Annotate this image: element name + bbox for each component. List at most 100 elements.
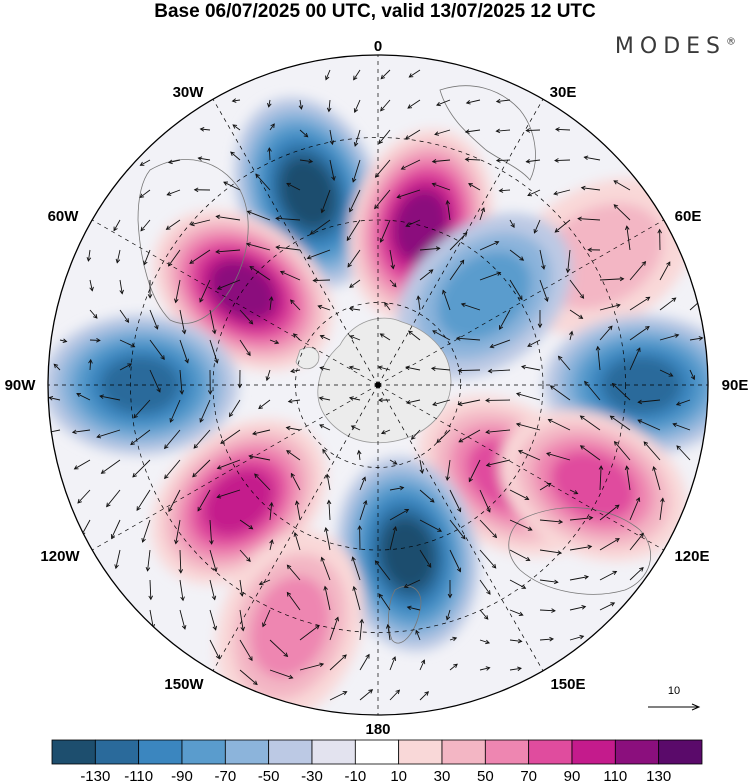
- wind-arrow: [479, 666, 491, 671]
- colorbar-swatch: [311, 739, 356, 765]
- wind-arrow: [312, 278, 331, 283]
- wind-arrow: [509, 219, 515, 229]
- wind-arrow: [293, 532, 301, 551]
- wind-arrow: [539, 608, 556, 613]
- wind-arrow: [577, 216, 601, 222]
- wind-arrow: [432, 399, 451, 407]
- colorbar-swatch: [658, 739, 703, 765]
- lon-label-90w: 90W: [5, 377, 37, 394]
- wind-arrow: [209, 339, 219, 364]
- meridian-line: [377, 384, 664, 551]
- colorbar-tick-label: -50: [258, 768, 280, 783]
- wind-arrow: [320, 189, 331, 214]
- wind-arrow: [431, 159, 451, 164]
- colorbar-tick-label: 10: [390, 768, 407, 783]
- wind-arrow: [379, 333, 391, 341]
- wind-arrow: [525, 159, 541, 164]
- wind-arrow: [193, 187, 211, 193]
- wind-arrow: [419, 489, 435, 503]
- wind-arrow: [258, 579, 271, 586]
- wind-arrow: [199, 127, 211, 132]
- wind-arrow: [389, 249, 396, 270]
- wind-arrow: [554, 158, 571, 163]
- wind-arrow: [119, 339, 136, 348]
- wind-arrow: [579, 415, 601, 431]
- anomaly-contour: [393, 190, 448, 261]
- wind-arrow: [147, 279, 153, 299]
- vector-scale: 10: [648, 685, 701, 711]
- wind-arrow: [167, 159, 181, 165]
- wind-arrow: [380, 99, 391, 112]
- wind-arrow: [539, 549, 563, 555]
- wind-arrow: [174, 519, 181, 545]
- anomaly-contour: [437, 251, 532, 341]
- wind-arrow: [449, 232, 468, 251]
- wind-arrow: [436, 429, 451, 444]
- wind-arrow: [539, 636, 555, 642]
- wind-arrow: [569, 279, 585, 299]
- lon-label-30w: 30W: [173, 84, 205, 101]
- wind-arrow: [351, 159, 361, 183]
- wind-arrow: [286, 564, 301, 581]
- wind-arrow: [220, 429, 241, 444]
- wind-arrow: [637, 419, 661, 431]
- wind-arrow: [629, 497, 641, 521]
- wind-arrow: [599, 602, 616, 611]
- wind-arrow: [275, 216, 301, 221]
- wind-arrow: [346, 219, 361, 242]
- wind-arrow: [389, 279, 397, 288]
- wind-arrow: [457, 399, 481, 407]
- wind-arrow: [359, 653, 370, 671]
- wind-arrow: [509, 579, 527, 589]
- wind-arrow: [100, 459, 121, 474]
- wind-arrow: [611, 382, 631, 401]
- wind-arrow: [378, 129, 391, 145]
- wind-arrow: [378, 593, 391, 611]
- wind-arrow: [325, 69, 331, 81]
- wind-arrow: [209, 519, 214, 545]
- wind-arrow: [407, 99, 421, 109]
- wind-arrow: [89, 337, 101, 343]
- colorbar-tick-label: -30: [301, 768, 323, 783]
- wind-arrow: [599, 276, 625, 282]
- wind-arrow: [485, 398, 511, 403]
- colorbar-tick-label: -90: [171, 768, 193, 783]
- wind-arrow: [613, 440, 631, 461]
- colorbar-swatch: [268, 739, 313, 765]
- wind-arrow: [537, 309, 543, 329]
- wind-arrow: [347, 249, 361, 268]
- wind-arrow: [164, 429, 181, 450]
- wind-arrow: [252, 429, 271, 436]
- wind-arrow: [389, 509, 410, 521]
- wind-arrow: [479, 519, 498, 539]
- wind-arrow: [509, 489, 530, 501]
- wind-arrow: [389, 485, 405, 491]
- wind-arrow: [416, 295, 421, 311]
- colorbar-swatch: [94, 739, 140, 765]
- wind-arrow: [143, 249, 151, 266]
- graticule: [48, 55, 708, 715]
- wind-arrow: [672, 422, 691, 431]
- wind-arrow: [659, 297, 677, 311]
- wind-arrow: [549, 385, 571, 401]
- anomaly-contour: [100, 356, 180, 414]
- wind-arrow: [487, 368, 511, 374]
- wind-arrow: [359, 689, 374, 701]
- wind-arrow: [168, 249, 181, 267]
- colorbar-swatch: [614, 739, 660, 765]
- anomaly-contour: [250, 575, 330, 678]
- wind-arrow: [237, 369, 243, 389]
- wind-arrow: [403, 579, 421, 588]
- wind-arrow: [430, 366, 451, 371]
- wind-arrow: [657, 228, 662, 251]
- wind-arrow: [489, 339, 511, 349]
- wind-arrow: [223, 181, 241, 191]
- wind-arrow: [286, 182, 301, 191]
- wind-arrow: [485, 429, 511, 435]
- wind-arrow: [209, 639, 220, 660]
- wind-arrow: [455, 336, 481, 341]
- wind-arrow: [374, 189, 391, 210]
- wind-arrow: [132, 459, 151, 478]
- wind-arrow: [320, 556, 331, 581]
- wind-arrow: [407, 330, 421, 341]
